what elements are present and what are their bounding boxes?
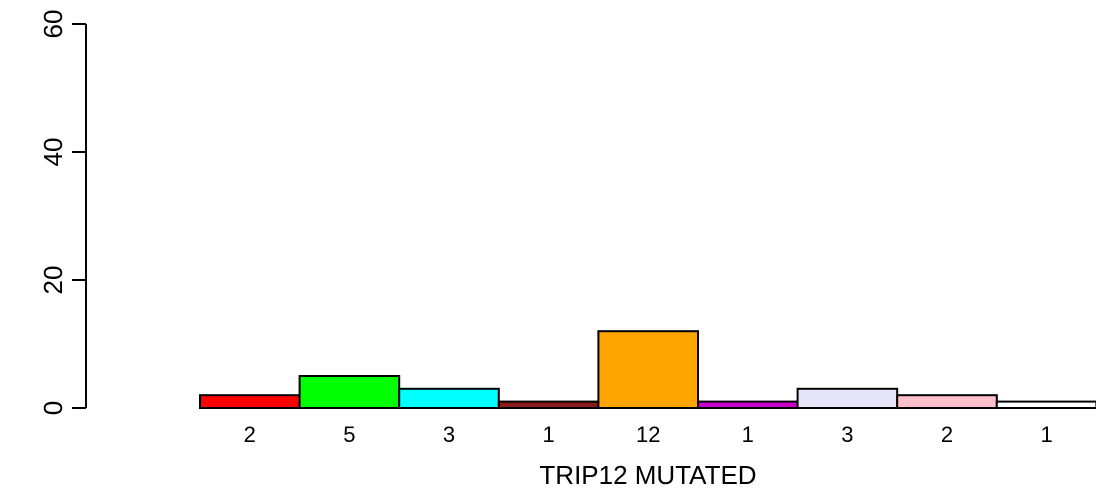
bar: [298, 375, 401, 409]
bars: [199, 330, 1096, 410]
category-label: 1: [742, 422, 754, 447]
category-label: 5: [343, 422, 355, 447]
category-label: 1: [542, 422, 554, 447]
category-label: 2: [244, 422, 256, 447]
bar: [199, 394, 301, 410]
bar: [497, 400, 600, 410]
category-label: 12: [636, 422, 660, 447]
y-axis: 0 20 40 60: [38, 10, 87, 415]
bar: [697, 400, 799, 410]
y-tick-label: 40: [38, 138, 68, 167]
bar: [398, 387, 500, 409]
y-tick-label: 60: [38, 10, 68, 39]
bar: [896, 394, 998, 410]
category-label: 2: [941, 422, 953, 447]
bar: [796, 387, 899, 409]
category-labels: 2 5 3 1 12 1 3 2 1: [244, 422, 1053, 447]
y-tick-label: 20: [38, 266, 68, 295]
category-label: 3: [443, 422, 455, 447]
x-axis-label: TRIP12 MUTATED: [539, 460, 756, 490]
y-tick-label: 0: [38, 401, 68, 415]
bar: [995, 400, 1096, 410]
category-label: 3: [841, 422, 853, 447]
bar: [597, 330, 700, 410]
category-label: 1: [1040, 422, 1052, 447]
